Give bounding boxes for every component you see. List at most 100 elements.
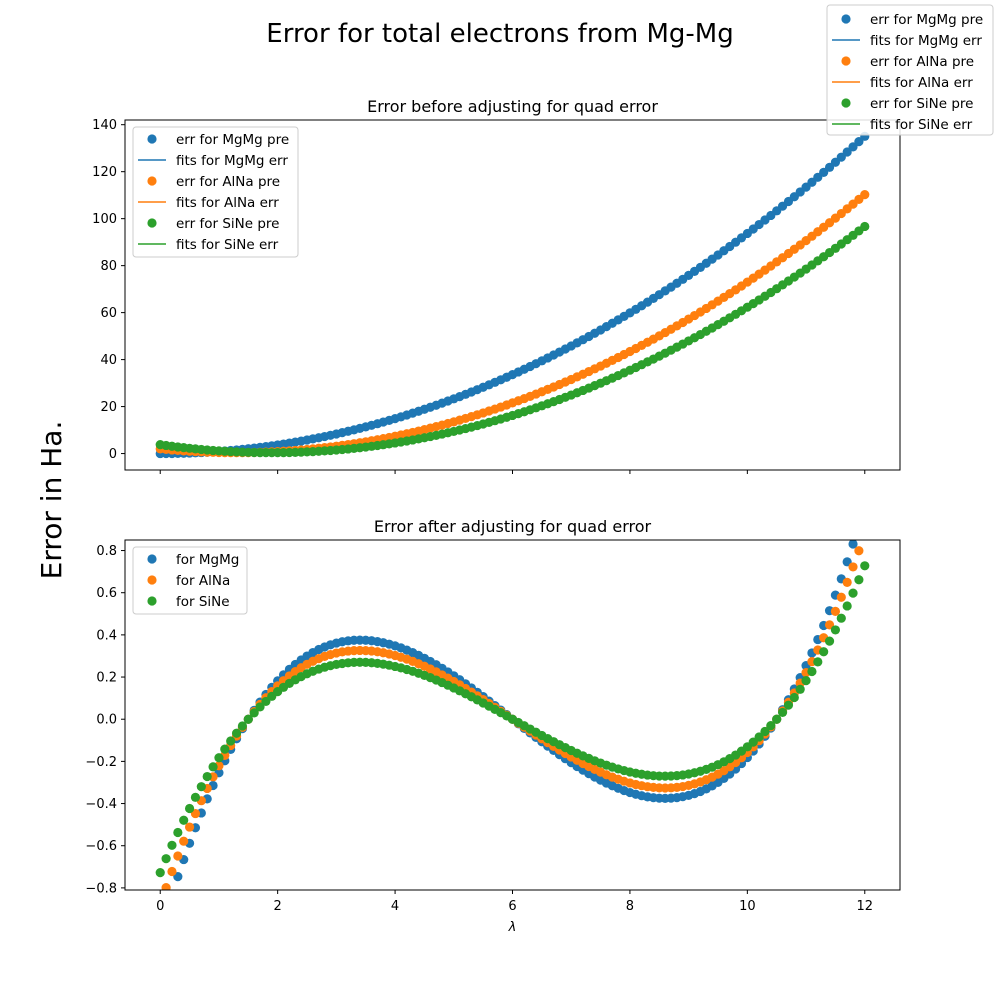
legend-label: err for SiNe pre [176,216,279,232]
legend-label: err for AlNa pre [176,174,280,190]
data-point [161,883,171,890]
data-point [860,501,869,510]
legend-label: for SiNe [176,594,230,610]
axes-title: Error before adjusting for quad error [367,97,658,116]
data-point [179,815,189,825]
legend-marker-handle [841,56,851,66]
x-tick-label: 6 [508,899,516,914]
y-tick-label: 0.6 [96,586,117,601]
x-tick-label: 0 [156,899,164,914]
data-point [243,714,253,724]
data-point [830,625,841,635]
figure-legend: err for MgMg pre fits for MgMg err err for… [826,4,994,136]
data-point [179,836,189,846]
legend-marker-handle [147,554,157,564]
data-point [155,868,165,878]
data-point [772,714,782,724]
legend-label: err for MgMg pre [870,12,983,28]
y-tick-label: 60 [100,306,117,321]
data-point [848,540,858,549]
data-point [226,736,236,746]
data-point [824,636,835,646]
legend-label: for MgMg [176,552,239,568]
data-point [789,692,799,703]
data-point [156,928,165,937]
x-axis-label: λ [508,920,517,935]
plot-area [155,131,870,459]
figure-title: Error for total electrons from Mg-Mg [266,19,733,49]
axes-frame [124,539,901,891]
series-line-fits-for-sine-err [160,225,866,454]
data-point [848,562,858,572]
figure-y-label: Error in Ha. [35,421,68,580]
legend-marker-handle [147,218,157,228]
legend-label: for AlNa [176,573,230,589]
y-tick-label: 0.2 [96,671,117,686]
data-point [231,728,242,738]
data-point [777,707,788,718]
data-point [754,732,764,742]
data-point [854,521,863,530]
y-tick-label: 0.4 [96,628,117,643]
data-point [173,851,183,861]
x-tick-label: 10 [739,899,756,914]
data-point [184,803,195,814]
y-tick-label: −0.8 [85,881,117,896]
legend-marker-handle [147,134,157,144]
data-point [842,601,852,611]
series-for-sine [155,561,870,878]
data-point [813,657,823,667]
data-point [842,577,852,588]
legend-label: fits for MgMg err [870,33,982,49]
legend-marker-handle [147,176,157,186]
y-tick-label: −0.6 [85,839,117,854]
data-point [860,561,870,571]
data-point [860,529,869,538]
legend-marker-handle [147,575,157,585]
data-point [760,726,770,737]
y-tick-label: −0.2 [85,755,117,770]
plot-area [155,501,870,937]
data-point [249,708,259,718]
legend-label: fits for SiNe err [176,237,279,253]
bottom-axes: Error after adjusting for quad error 0 2 4 6… [85,501,901,937]
data-point [196,782,206,792]
data-point [190,792,201,802]
axes-title: Error after adjusting for quad error [374,517,652,536]
data-point [836,613,846,623]
legend-label: err for MgMg pre [176,132,289,148]
data-point [167,840,177,850]
data-point [854,575,864,585]
legend-label: fits for AlNa err [176,195,279,211]
axes-frame [124,119,901,471]
legend-label: fits for AlNa err [870,75,973,91]
y-tick-label: 40 [100,353,117,368]
top-axes: Error before adjusting for quad error 0 20… [92,97,901,474]
data-point [766,720,776,731]
axes-legend: err for MgMg pre fits for MgMg err err for… [132,126,299,258]
data-point [830,606,841,616]
data-point [214,753,224,763]
x-tick-label: 2 [274,899,282,914]
data-point [184,822,195,832]
y-tick-label: 20 [100,400,117,415]
x-tick-label: 4 [391,899,399,914]
x-tick-label: 12 [856,899,873,914]
data-point [237,721,248,731]
data-point [801,676,811,686]
data-point [173,827,183,838]
legend-label: fits for SiNe err [870,117,973,133]
y-tick-label: −0.4 [85,797,117,812]
y-tick-label: 0.8 [96,544,117,559]
legend-label: err for SiNe pre [870,96,973,112]
data-point [819,647,829,657]
data-point [854,546,864,556]
data-point [836,592,846,602]
data-point [795,684,805,694]
legend-label: err for AlNa pre [870,54,974,70]
legend-marker-handle [147,596,157,606]
series-line-fits-for-mgmg-err [160,135,866,455]
data-point [170,889,174,890]
data-point [208,762,218,772]
